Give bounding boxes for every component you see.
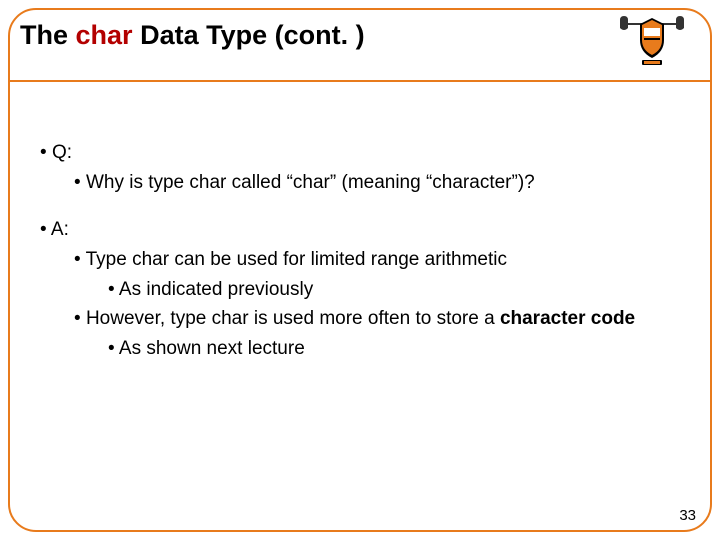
slide-content: • Q: • Why is type char called “char” (m… [40,140,680,365]
title-post: Data Type (cont. ) [133,20,365,50]
a-label: A: [51,219,69,240]
a1-pre: Type [86,249,132,270]
princeton-shield-logo [614,14,690,72]
title-divider [8,80,712,82]
q-sub-bullet: • Why is type char called “char” (meanin… [40,170,680,196]
q-sub-pre: Why is type [86,172,189,193]
slide-title: The char Data Type (cont. ) [20,20,600,51]
a2-post: is used more often to store a [249,308,500,329]
a1-post: can be used for limited range arithmetic [169,249,507,270]
a1-bullet: • Type char can be used for limited rang… [40,247,680,273]
a2-pre: However, type [86,308,212,329]
a1-sub-bullet: • As indicated previously [40,277,680,303]
q-sub-post: called “char” (meaning “character”)? [226,172,534,193]
a1-sub: As indicated previously [119,279,313,300]
title-highlight: char [76,20,133,50]
a2-bullet: • However, type char is used more often … [40,306,680,332]
a2-bold: character code [500,308,635,329]
q-bullet: • Q: [40,140,680,166]
a2-sub: As shown next lecture [119,338,305,359]
q-sub-char: char [189,172,226,193]
a1-char: char [132,249,169,270]
a2-char: char [212,308,249,329]
title-pre: The [20,20,76,50]
a2-sub-bullet: • As shown next lecture [40,336,680,362]
a-bullet: • A: [40,217,680,243]
page-number: 33 [679,507,696,524]
q-label: Q: [52,142,72,163]
